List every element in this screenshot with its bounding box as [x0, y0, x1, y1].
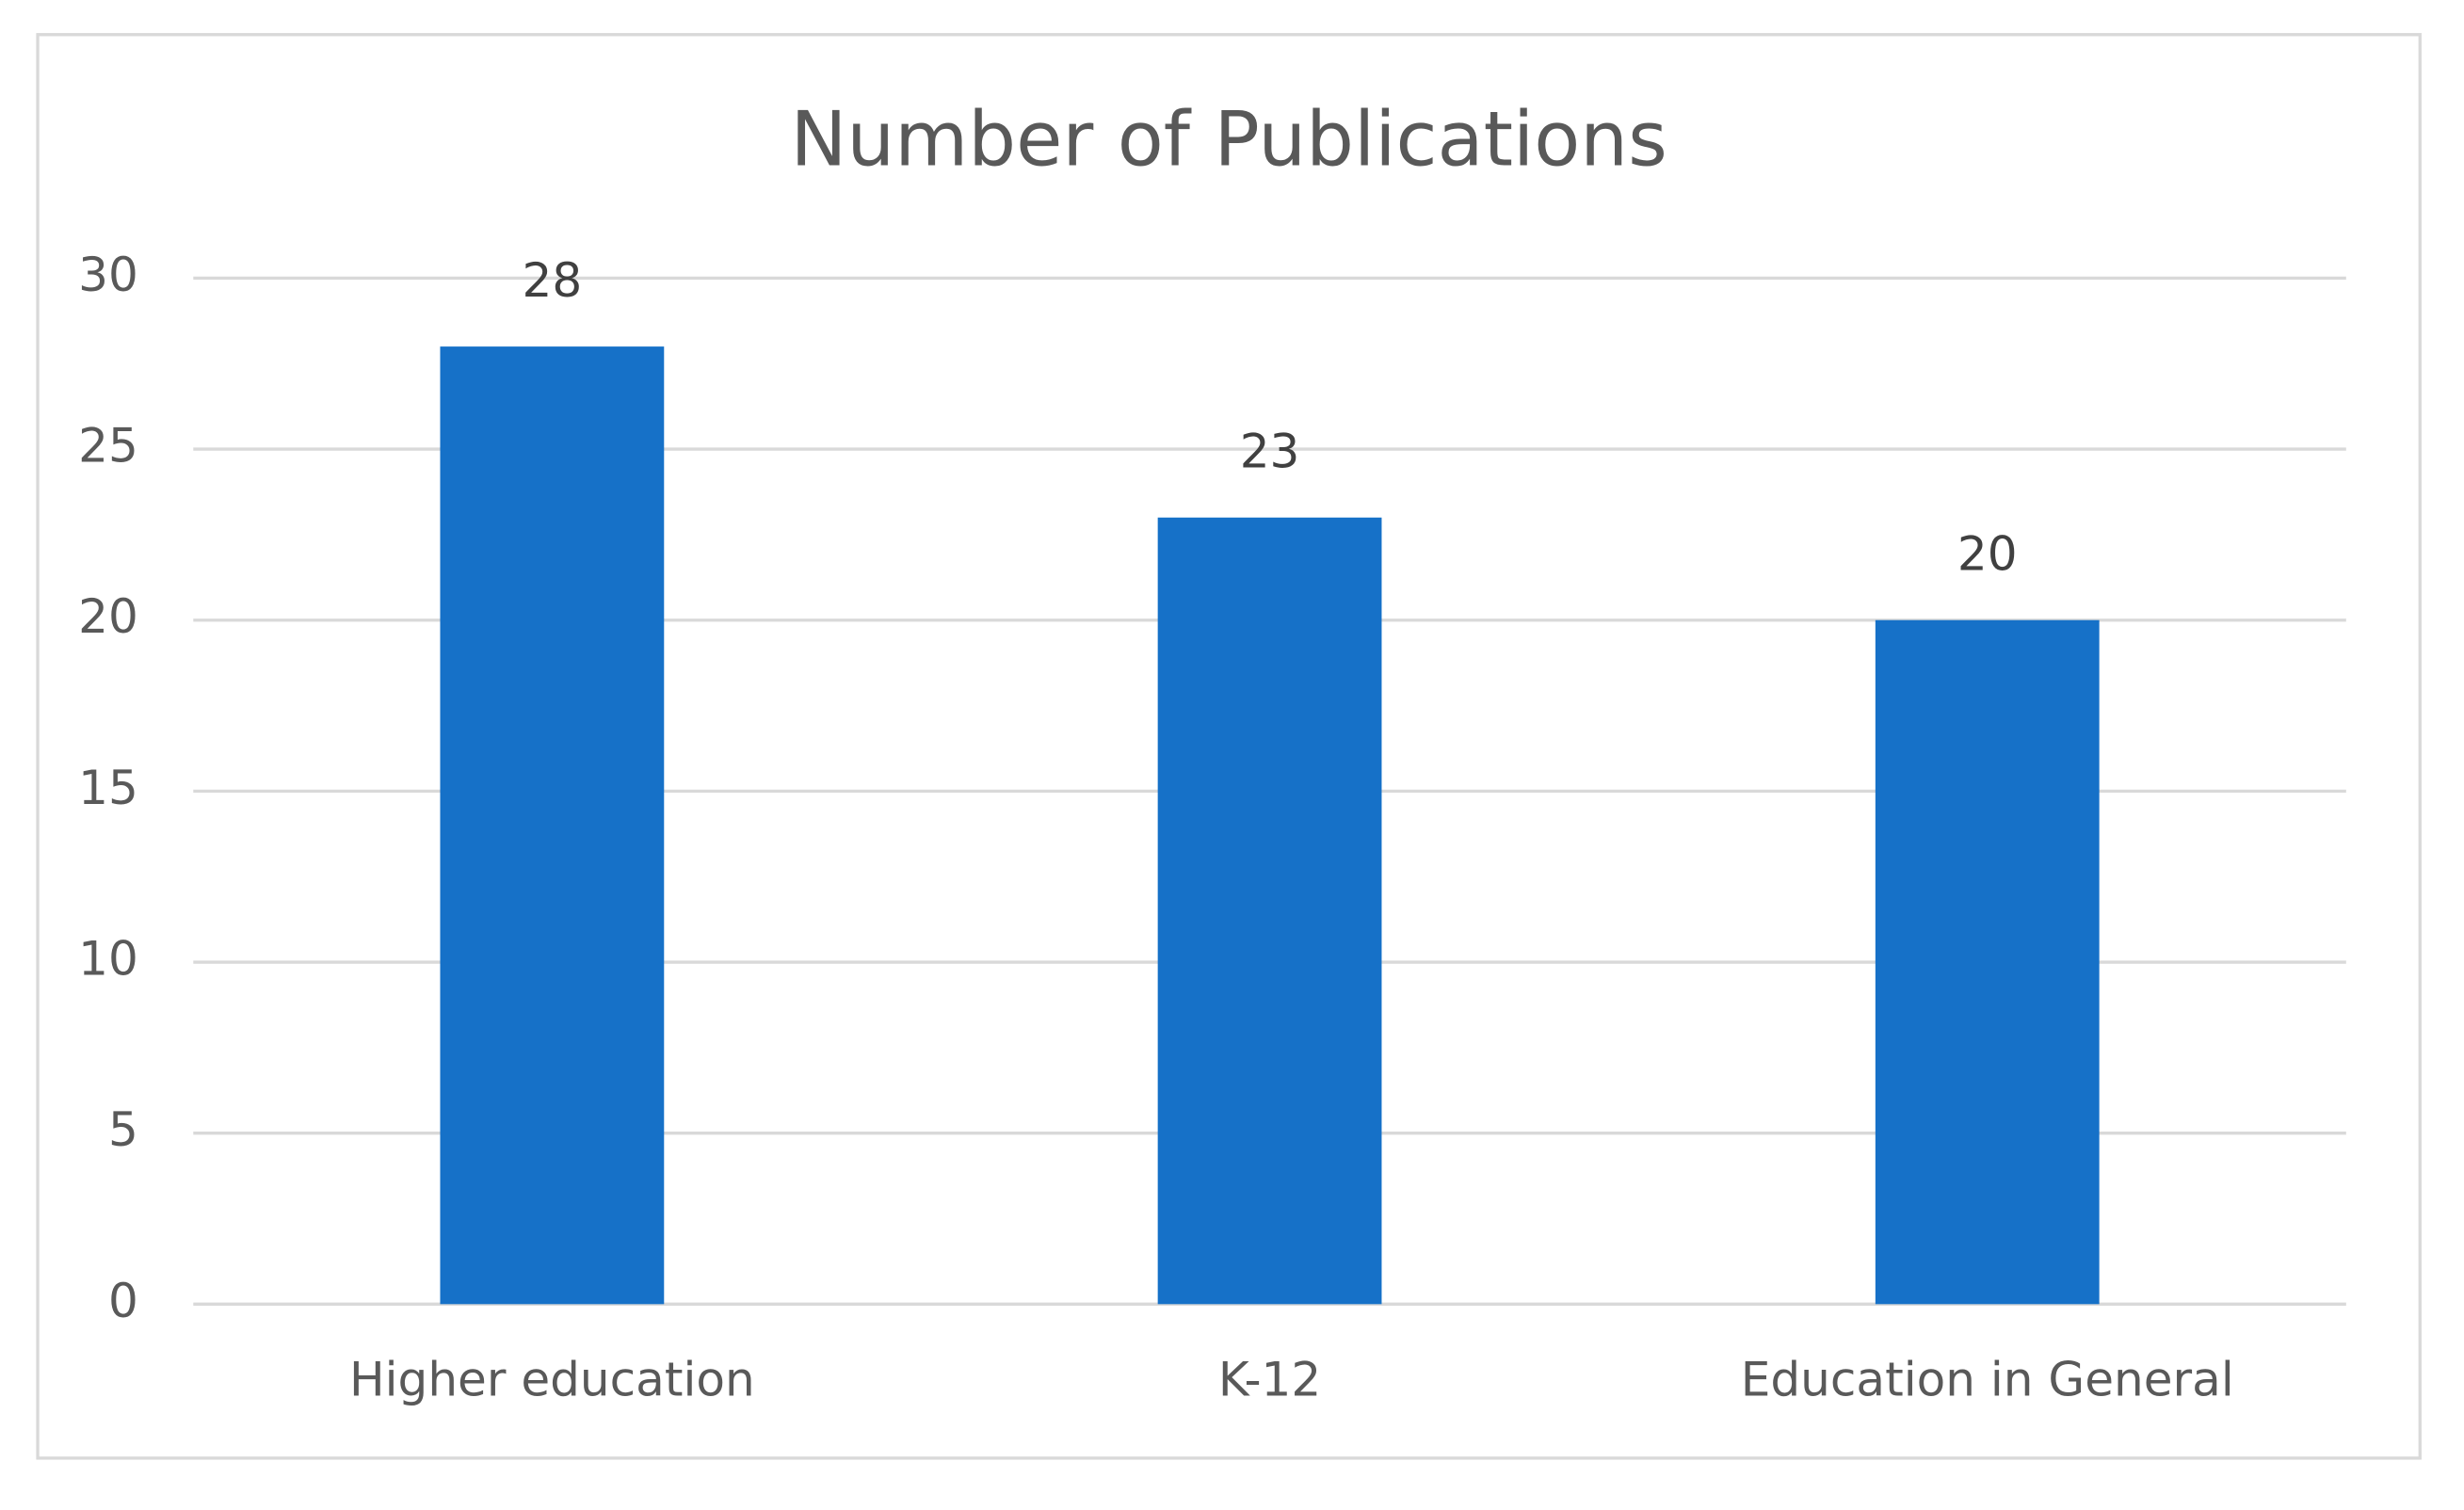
- x-tick-label: K-12: [1218, 1352, 1321, 1406]
- x-tick-label: Education in General: [1741, 1352, 2234, 1406]
- y-tick-label: 5: [108, 1102, 138, 1157]
- y-tick-label: 25: [78, 419, 138, 474]
- bar: [440, 346, 665, 1305]
- data-label: 28: [523, 253, 583, 308]
- x-tick-label: Higher education: [349, 1352, 755, 1406]
- y-tick-label: 0: [108, 1274, 138, 1328]
- chart-title: Number of Publications: [791, 96, 1667, 184]
- bar: [1157, 517, 1382, 1305]
- data-label: 23: [1240, 424, 1300, 478]
- data-label: 20: [1957, 526, 2018, 581]
- y-tick-label: 30: [78, 248, 138, 302]
- bar: [1875, 619, 2100, 1305]
- y-tick-label: 15: [78, 761, 138, 815]
- y-tick-label: 10: [78, 932, 138, 987]
- y-tick-label: 20: [78, 589, 138, 644]
